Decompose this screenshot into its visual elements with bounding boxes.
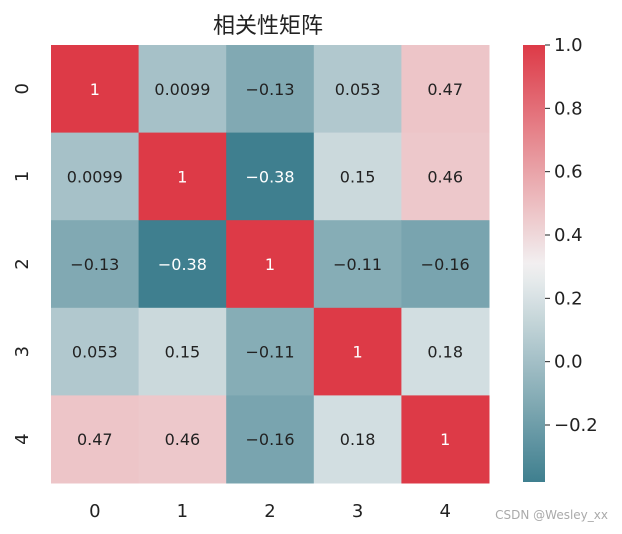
heatmap-cell-labels: 1 0.0099 −0.13 0.053 0.47 0.0099 1 −0.38 0.15 0.4… bbox=[67, 80, 470, 449]
x-tick-label: 3 bbox=[352, 501, 363, 522]
heatmap-cell bbox=[313, 307, 402, 396]
x-axis-ticks: 0 1 2 3 4 bbox=[89, 501, 451, 522]
heatmap-cell bbox=[226, 132, 315, 221]
heatmap-cell bbox=[226, 307, 315, 396]
heatmap-cell-label: −0.13 bbox=[245, 80, 294, 99]
heatmap-cell-label: 1 bbox=[265, 255, 275, 274]
heatmap-cell bbox=[313, 132, 402, 221]
heatmap-cell-label: −0.16 bbox=[245, 430, 294, 449]
heatmap-cell bbox=[401, 45, 490, 134]
y-tick-label: 3 bbox=[12, 346, 33, 357]
colorbar-tick-label: −0.2 bbox=[554, 415, 598, 436]
heatmap-cell bbox=[51, 307, 140, 396]
heatmap-cell bbox=[401, 220, 490, 309]
colorbar-tick-label: 1.0 bbox=[554, 35, 583, 56]
colorbar-ticks: 1.0 0.8 0.6 0.4 0.2 0.0 −0.2 bbox=[545, 35, 598, 436]
heatmap-cell-label: 0.18 bbox=[340, 430, 376, 449]
x-tick-label: 2 bbox=[264, 501, 275, 522]
heatmap-cell-label: 0.46 bbox=[427, 167, 463, 186]
heatmap-cell bbox=[138, 132, 227, 221]
heatmap-cell bbox=[401, 307, 490, 396]
heatmap-cell-label: −0.16 bbox=[421, 255, 470, 274]
heatmap-cell bbox=[226, 220, 315, 309]
heatmap-cell-label: 0.47 bbox=[77, 430, 113, 449]
heatmap-cell bbox=[138, 307, 227, 396]
heatmap-cell-label: 0.053 bbox=[335, 80, 381, 99]
heatmap-cell bbox=[51, 45, 140, 134]
heatmap-cell bbox=[51, 220, 140, 309]
colorbar-tick-label: 0.6 bbox=[554, 162, 583, 183]
x-tick-label: 4 bbox=[439, 501, 450, 522]
heatmap-cell-label: 0.0099 bbox=[67, 167, 123, 186]
chart-title: 相关性矩阵 bbox=[213, 14, 323, 39]
y-tick-label: 1 bbox=[12, 171, 33, 182]
heatmap-cell-label: 0.15 bbox=[340, 167, 376, 186]
heatmap-cell bbox=[401, 132, 490, 221]
x-tick-label: 1 bbox=[177, 501, 188, 522]
heatmap-cell-label: 0.46 bbox=[165, 430, 201, 449]
heatmap-cell bbox=[138, 395, 227, 484]
heatmap-cell-label: 0.47 bbox=[427, 80, 463, 99]
heatmap-cell bbox=[313, 45, 402, 134]
heatmap-cell bbox=[226, 45, 315, 134]
heatmap-cell-label: −0.11 bbox=[245, 343, 294, 362]
heatmap-cell bbox=[138, 45, 227, 134]
y-tick-label: 4 bbox=[12, 433, 33, 444]
heatmap-cell-label: 0.18 bbox=[427, 343, 463, 362]
heatmap-cell-label: 0.15 bbox=[165, 343, 201, 362]
colorbar-tick-label: 0.2 bbox=[554, 288, 583, 309]
heatmap-cell-label: 1 bbox=[90, 80, 100, 99]
heatmap-cell-label: 0.0099 bbox=[154, 80, 210, 99]
watermark-text: CSDN @Wesley_xx bbox=[495, 508, 608, 522]
heatmap-cell bbox=[138, 220, 227, 309]
colorbar-tick-label: 0.4 bbox=[554, 225, 583, 246]
heatmap-cell bbox=[313, 220, 402, 309]
heatmap-cell-label: 0.053 bbox=[72, 343, 118, 362]
heatmap-cell bbox=[226, 395, 315, 484]
heatmap-cell-label: −0.11 bbox=[333, 255, 382, 274]
y-tick-label: 0 bbox=[12, 83, 33, 94]
y-tick-label: 2 bbox=[12, 258, 33, 269]
heatmap-cell bbox=[401, 395, 490, 484]
heatmap-cell-label: −0.13 bbox=[70, 255, 119, 274]
heatmap-cells bbox=[51, 45, 490, 484]
heatmap-cell-label: 1 bbox=[353, 343, 363, 362]
colorbar-tick-label: 0.0 bbox=[554, 352, 583, 373]
x-tick-label: 0 bbox=[89, 501, 100, 522]
heatmap-cell bbox=[51, 395, 140, 484]
heatmap-cell-label: −0.38 bbox=[245, 167, 294, 186]
heatmap-cell bbox=[313, 395, 402, 484]
y-axis-ticks: 0 1 2 3 4 bbox=[12, 83, 33, 445]
colorbar-tick-label: 0.8 bbox=[554, 98, 583, 119]
heatmap-cell-label: 1 bbox=[177, 167, 187, 186]
heatmap-cell-label: 1 bbox=[440, 430, 450, 449]
heatmap-cell bbox=[51, 132, 140, 221]
heatmap-cell-label: −0.38 bbox=[158, 255, 207, 274]
colorbar bbox=[523, 45, 545, 482]
